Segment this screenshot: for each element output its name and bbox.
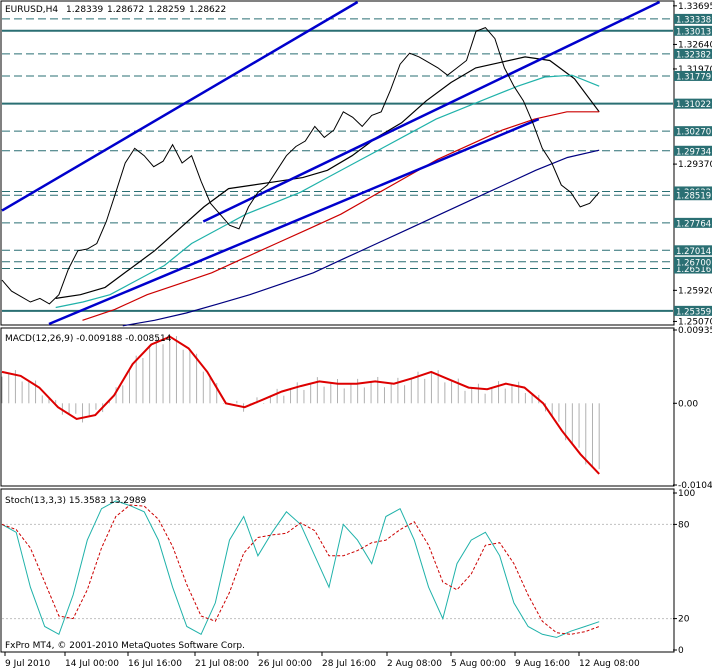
price-panel: 1.33695 1.32640 1.31970 1.29370 1.25920 1.250… — [0, 0, 712, 327]
macd-tick-label: 0.00935 — [678, 326, 712, 336]
time-tick-label: 28 Jul 16:00 — [322, 659, 376, 669]
price-level-tag — [674, 305, 712, 316]
time-tick-label: 9 Aug 16:00 — [515, 659, 570, 669]
price-level-label: 1.33013 — [676, 27, 711, 37]
stoch-tick-label: 80 — [678, 520, 690, 530]
price-level-label: 1.26516 — [676, 265, 711, 275]
moving-average-line — [122, 149, 600, 327]
time-axis: 9 Jul 2010 14 Jul 00:00 16 Jul 16:00 21 Jul… — [4, 652, 640, 669]
moving-average-line — [55, 74, 600, 309]
trend-channel-line — [48, 117, 540, 326]
price-level-label: 1.26700 — [676, 258, 711, 268]
time-tick-label: 14 Jul 00:00 — [65, 659, 119, 669]
price-series-line — [1, 27, 600, 305]
time-tick-label: 12 Aug 08:00 — [579, 659, 640, 669]
price-tick-label: 1.31970 — [678, 65, 712, 75]
stoch-tick-label: 20 — [678, 615, 690, 625]
moving-average-line — [55, 56, 600, 299]
stoch-main-line — [1, 500, 600, 638]
price-tick-label: 1.29370 — [678, 160, 712, 170]
price-level-label: 1.29734 — [676, 147, 711, 157]
price-level-label: 1.31779 — [676, 72, 711, 82]
price-level-tag — [674, 98, 712, 109]
time-tick-label: 16 Jul 16:00 — [128, 659, 182, 669]
price-level-label: 1.32382 — [676, 50, 711, 60]
price-tick-label: 1.25070 — [678, 317, 712, 327]
price-level-tag — [674, 126, 712, 137]
price-level-tag — [674, 263, 712, 274]
price-level-label: 1.25359 — [676, 307, 711, 317]
macd-signal-line — [1, 335, 600, 475]
time-tick-label: 9 Jul 2010 — [5, 659, 50, 669]
time-tick-label: 5 Aug 00:00 — [451, 659, 506, 669]
price-level-tag — [674, 245, 712, 256]
price-level-tag — [674, 145, 712, 156]
price-level-label: 1.28519 — [676, 192, 711, 202]
time-tick-label: 21 Jul 08:00 — [195, 659, 249, 669]
macd-tick-label: -0.01042 — [678, 481, 712, 491]
price-tick-label: 1.32640 — [678, 40, 712, 50]
price-tick-label: 1.25920 — [678, 286, 712, 296]
price-level-tag — [674, 48, 712, 59]
price-level-tag — [674, 190, 712, 201]
time-tick-label: 2 Aug 08:00 — [387, 659, 442, 669]
ohlc-low: 1.28259 — [148, 5, 185, 15]
time-tick-label: 26 Jul 00:00 — [258, 659, 312, 669]
price-level-tag — [674, 25, 712, 36]
stoch-tick-label: 100 — [678, 489, 695, 499]
trend-channel-line — [202, 0, 661, 223]
macd-tick-label: 0.00 — [678, 399, 698, 409]
stoch-signal-line — [1, 504, 600, 635]
macd-label: MACD(12,26,9) -0.009188 -0.008514 — [5, 334, 172, 344]
ohlc-open: 1.28339 — [66, 5, 103, 15]
price-level-tag — [674, 70, 712, 81]
price-level-tag — [674, 256, 712, 267]
moving-average-line — [82, 111, 600, 321]
price-tick-label: 1.33695 — [678, 2, 712, 12]
symbol-label: EURUSD,H4 — [5, 5, 58, 15]
trend-channel-line — [1, 0, 359, 212]
price-level-tag — [674, 13, 712, 24]
stoch-label: Stoch(13,3,3) 15.3583 13.2989 — [5, 496, 146, 506]
macd-panel: 0.00935 0.00 -0.01042 MACD(12,26,9) -0.009… — [0, 326, 712, 491]
stoch-tick-label: 0 — [678, 646, 684, 656]
price-level-label: 1.30270 — [676, 128, 711, 138]
ohlc-high: 1.28672 — [107, 5, 144, 15]
price-level-label: 1.27764 — [676, 219, 711, 229]
price-level-tag — [674, 217, 712, 228]
price-level-label: 1.31022 — [676, 100, 711, 110]
ohlc-close: 1.28622 — [189, 5, 226, 15]
stoch-panel: 100 80 20 0 Stoch(13,3,3) 15.3583 13.2989 F… — [0, 488, 695, 656]
copyright-text: FxPro MT4, © 2001-2010 MetaQuotes Softwa… — [5, 641, 245, 651]
price-level-label: 1.27014 — [676, 247, 711, 257]
price-level-label: 1.33338 — [676, 15, 711, 25]
